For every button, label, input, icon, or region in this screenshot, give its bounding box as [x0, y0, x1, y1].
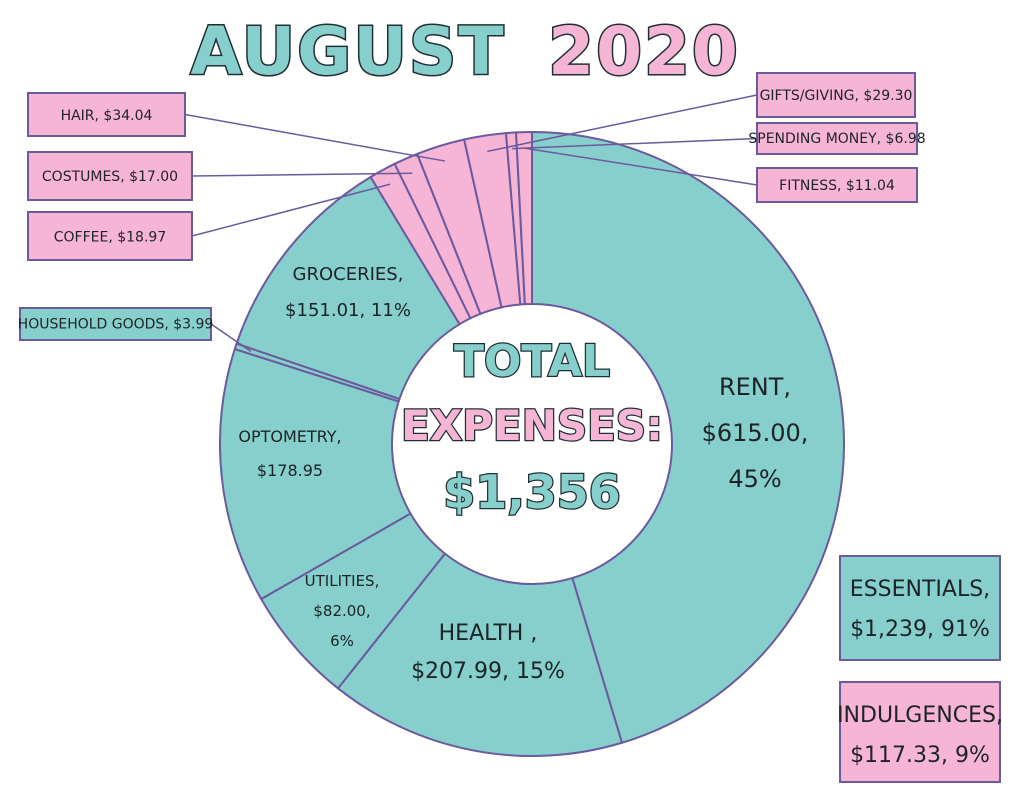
leader-line-coffee: [191, 183, 391, 237]
slice-label-health: HEALTH , $207.99, 15%: [411, 621, 565, 684]
leader-line-spending-money: [512, 137, 758, 150]
callout-box-spending-money: [756, 122, 918, 155]
callout-box-household-goods: [19, 307, 212, 341]
summary-boxes: ESSENTIALS, $1,239, 91% INDULGENCES, $117.3…: [837, 555, 1003, 783]
donut-slices: [219, 130, 845, 757]
slice-rent: [531, 130, 845, 744]
slice-label-optometry: OPTOMETRY, $178.95: [238, 427, 341, 480]
leader-line-costumes: [191, 172, 413, 177]
slice-label-groceries: GROCERIES, $151.01, 11%: [285, 264, 411, 321]
summary-label-indulgences: INDULGENCES, $117.33, 9%: [837, 703, 1003, 768]
callout-label-gifts-giving: GIFTS/GIVING, $29.30: [760, 88, 913, 104]
summary-label-essentials: ESSENTIALS, $1,239, 91%: [850, 577, 990, 642]
callout-label-household-goods: HOUSEHOLD GOODS, $3.99: [18, 316, 214, 332]
summary-box-essentials: [839, 555, 1001, 661]
slice-labels: RENT, $615.00, 45% HEALTH , $207.99, 15% UTIL…: [238, 264, 808, 684]
title-month: AUGUST: [191, 13, 506, 90]
callout-box-coffee: [27, 211, 193, 261]
leader-line-fitness: [524, 147, 758, 186]
callout-box-fitness: [756, 167, 918, 203]
slice-fitness: [515, 130, 533, 306]
callout-box-costumes: [27, 151, 193, 201]
title-year: 2020: [548, 13, 740, 90]
callout-box-hair: [27, 92, 186, 137]
slice-health: [336, 552, 624, 757]
center-total-label: TOTAL: [454, 336, 610, 387]
center-total: TOTAL EXPENSES: $1,356: [400, 335, 664, 521]
callout-labels: HOUSEHOLD GOODS, $3.99 COFFEE, $18.97 COST…: [18, 72, 926, 341]
leader-line-household-goods: [210, 323, 252, 352]
callout-leader-lines: [184, 94, 758, 352]
callout-label-coffee: COFFEE, $18.97: [54, 229, 166, 245]
center-total-value: $1,356: [443, 465, 621, 519]
callout-label-costumes: COSTUMES, $17.00: [42, 169, 178, 185]
slice-optometry: [219, 347, 412, 601]
slice-label-utilities: UTILITIES, $82.00, 6%: [305, 572, 380, 650]
callout-label-hair: HAIR, $34.04: [61, 108, 153, 124]
slice-label-rent: RENT, $615.00, 45%: [702, 373, 809, 493]
callout-label-spending-money: SPENDING MONEY, $6.98: [748, 131, 925, 147]
callout-label-fitness: FITNESS, $11.04: [779, 178, 895, 194]
center-expenses-label: EXPENSES:: [401, 401, 663, 450]
callout-box-gifts-giving: [756, 72, 916, 118]
leader-line-gifts-giving: [487, 94, 758, 153]
chart-title: AUGUST 2020: [189, 12, 740, 92]
leader-line-hair: [184, 113, 446, 162]
summary-box-indulgences: [839, 681, 1001, 783]
